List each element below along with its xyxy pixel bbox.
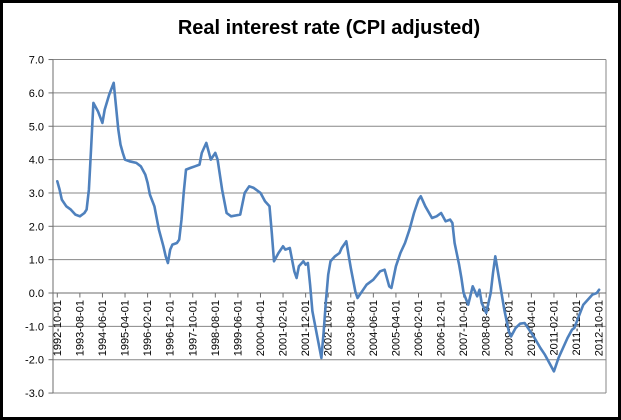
chart-plot-area: 7.0 6.0 5.0 4.0 3.0 2.0 1.0 0.0 -1.0 -2.0 -3.0 199… <box>25 17 607 400</box>
x-tick-label: 2000-04-01 <box>255 300 267 356</box>
x-tick-label: 1995-04-01 <box>120 300 132 356</box>
y-tick-label: -1.0 <box>25 321 44 333</box>
y-tick-label: -2.0 <box>25 355 44 367</box>
x-tick-label: 2001-12-01 <box>300 300 312 356</box>
x-tick-label: 2005-04-01 <box>390 300 402 356</box>
chart-title: Real interest rate (CPI adjusted) <box>178 17 480 39</box>
x-axis-labels: 1992-10-01 1993-08-01 1994-06-01 1995-04-01… <box>52 300 606 356</box>
y-tick-label: 6.0 <box>29 88 44 100</box>
x-tick-label: 2003-08-01 <box>345 300 357 356</box>
y-tick-label: 1.0 <box>29 255 44 267</box>
x-tick-label: 2012-10-01 <box>594 300 606 356</box>
x-tick-label: 1992-10-01 <box>52 300 64 356</box>
y-axis-labels: 7.0 6.0 5.0 4.0 3.0 2.0 1.0 0.0 -1.0 -2.0 -3.0 <box>25 55 44 400</box>
x-tick-label: 2006-12-01 <box>436 300 448 356</box>
y-tick-label: 5.0 <box>29 121 44 133</box>
x-tick-label: 2008-08-01 <box>481 300 493 356</box>
y-tick-label: 3.0 <box>29 188 44 200</box>
x-tick-label: 2010-04-01 <box>526 300 538 356</box>
series-line <box>55 81 601 373</box>
data-series <box>55 81 601 373</box>
x-tick-label: 1994-06-01 <box>97 300 109 356</box>
x-tick-label: 1997-10-01 <box>187 300 199 356</box>
x-tick-label: 2011-02-01 <box>548 300 560 355</box>
y-tick-label: 4.0 <box>29 155 44 167</box>
y-tick-label: 0.0 <box>29 288 44 300</box>
x-tick-label: 2004-06-01 <box>368 300 380 356</box>
x-tick-label: 1993-08-01 <box>74 300 86 356</box>
x-tick-label: 2001-02-01 <box>278 300 290 356</box>
x-tick-label: 1996-02-01 <box>142 300 154 356</box>
x-tick-label: 1996-12-01 <box>165 300 177 356</box>
gridlines <box>53 59 607 394</box>
x-tick-label: 1999-06-01 <box>232 300 244 356</box>
axis-tick-marks <box>48 59 600 394</box>
x-tick-label: 2006-02-01 <box>413 300 425 356</box>
y-tick-label: 2.0 <box>29 221 44 233</box>
x-tick-label: 1998-08-01 <box>210 300 222 356</box>
x-tick-label: 2007-10-01 <box>458 300 470 356</box>
y-tick-label: -3.0 <box>25 388 44 400</box>
y-tick-label: 7.0 <box>29 55 44 67</box>
